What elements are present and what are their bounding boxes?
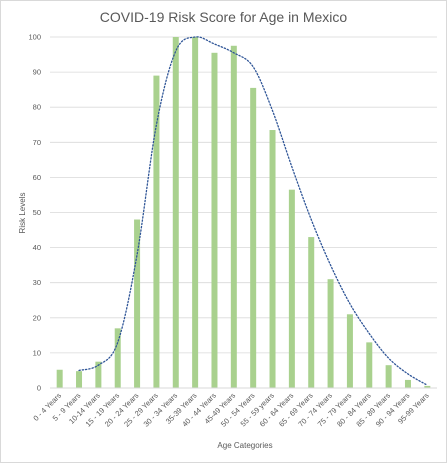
y-tick-label: 90 — [33, 68, 41, 77]
bar — [172, 37, 179, 388]
y-tick-label: 10 — [33, 348, 41, 357]
y-tick-label: 100 — [28, 33, 41, 42]
y-tick-label: 70 — [33, 138, 41, 147]
bar — [385, 365, 392, 388]
bar — [153, 75, 160, 389]
bar — [250, 87, 257, 389]
gridlines — [50, 36, 437, 354]
bar — [424, 385, 431, 388]
bar — [269, 130, 276, 388]
bar — [308, 237, 315, 388]
trendline — [78, 36, 428, 386]
bar — [192, 37, 199, 388]
y-tick-label: 80 — [33, 103, 41, 112]
y-tick-label: 40 — [33, 243, 41, 252]
y-axis-ticks: 0 10 20 30 40 50 60 70 80 90 100 — [28, 33, 41, 393]
bar — [95, 361, 102, 388]
bar — [366, 342, 373, 388]
y-tick-label: 20 — [33, 313, 41, 322]
y-axis-title: Risk Levels — [18, 193, 27, 234]
bar — [76, 371, 83, 388]
bars — [56, 37, 431, 389]
bar — [327, 279, 334, 388]
bar — [288, 189, 295, 388]
y-tick-label: 50 — [33, 208, 41, 217]
bar — [134, 219, 141, 388]
trendline-path — [78, 36, 428, 386]
bar — [346, 314, 353, 388]
x-axis-title: Age Categories — [217, 441, 272, 450]
y-tick-label: 30 — [33, 278, 41, 287]
bar — [114, 328, 121, 388]
y-tick-label: 0 — [37, 384, 41, 393]
bar — [230, 45, 237, 389]
bar — [404, 379, 411, 388]
bar — [56, 369, 63, 388]
bar — [211, 52, 218, 389]
chart-title: COVID-19 Risk Score for Age in Mexico — [100, 9, 348, 25]
y-tick-label: 60 — [33, 173, 41, 182]
